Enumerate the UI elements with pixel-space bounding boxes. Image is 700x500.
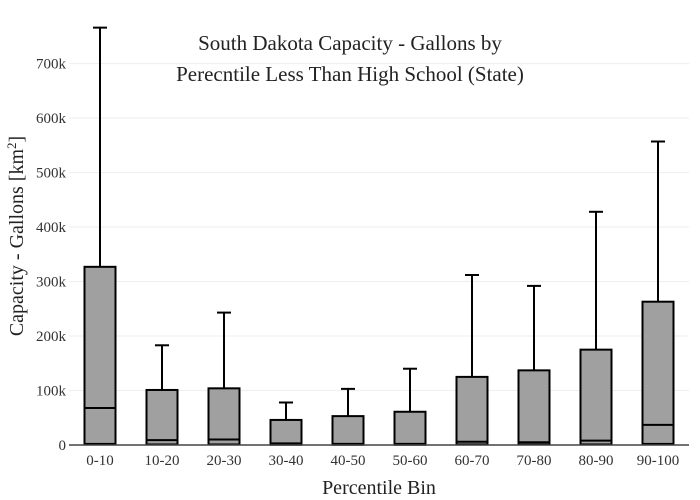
y-axis-title-main: Capacity - Gallons [km xyxy=(6,149,28,337)
box-40-50 xyxy=(331,387,365,446)
iqr-box xyxy=(145,388,179,446)
iqr-box xyxy=(517,369,551,446)
box-0-10 xyxy=(83,26,117,445)
iqr-box xyxy=(207,387,241,446)
x-tick-label: 40-50 xyxy=(331,453,366,469)
box-50-60 xyxy=(393,367,427,446)
y-tick-label: 400k xyxy=(36,220,67,236)
boxes xyxy=(83,26,675,446)
y-tick-label: 500k xyxy=(36,166,67,182)
x-tick-label: 70-80 xyxy=(517,453,552,469)
iqr-box xyxy=(83,265,117,445)
y-tick-labels: 0 100k 200k 300k 400k 500k 600k 700k xyxy=(36,57,67,454)
y-axis-title: Capacity - Gallons [km2] xyxy=(4,136,29,336)
box-60-70 xyxy=(455,274,489,446)
y-axis-title-superscript: 2 xyxy=(4,142,19,149)
x-tick-label: 0-10 xyxy=(86,453,114,469)
x-tick-label: 10-20 xyxy=(145,453,180,469)
y-axis-title-close: ] xyxy=(6,136,28,143)
x-axis-title: Percentile Bin xyxy=(322,477,436,499)
box-80-90 xyxy=(579,210,613,446)
x-tick-label: 20-30 xyxy=(207,453,242,469)
y-tick-label: 600k xyxy=(36,111,67,127)
box-10-20 xyxy=(145,344,179,446)
iqr-box xyxy=(269,418,303,446)
iqr-box xyxy=(393,410,427,446)
iqr-box xyxy=(579,348,613,446)
iqr-box xyxy=(455,375,489,446)
box-70-80 xyxy=(517,284,551,446)
iqr-box xyxy=(331,415,365,446)
x-tick-label: 60-70 xyxy=(455,453,490,469)
y-tick-label: 100k xyxy=(36,384,67,400)
chart-title-line-1: South Dakota Capacity - Gallons by xyxy=(198,31,502,55)
y-tick-label: 0 xyxy=(59,438,67,454)
x-tick-label: 30-40 xyxy=(269,453,304,469)
box-20-30 xyxy=(207,311,241,446)
chart-title-line-2: Perecntile Less Than High School (State) xyxy=(176,62,524,86)
box-90-100 xyxy=(641,140,675,445)
x-tick-label: 90-100 xyxy=(637,453,680,469)
gridlines xyxy=(69,63,689,392)
y-tick-label: 200k xyxy=(36,329,67,345)
x-tick-label: 80-90 xyxy=(579,453,614,469)
x-tick-labels: 0-10 10-20 20-30 30-40 40-50 50-60 60-70 70-80 8… xyxy=(86,453,679,469)
y-tick-label: 700k xyxy=(36,57,67,73)
y-tick-label: 300k xyxy=(36,275,67,291)
box-30-40 xyxy=(269,401,303,446)
x-tick-label: 50-60 xyxy=(393,453,428,469)
iqr-box xyxy=(641,300,675,445)
